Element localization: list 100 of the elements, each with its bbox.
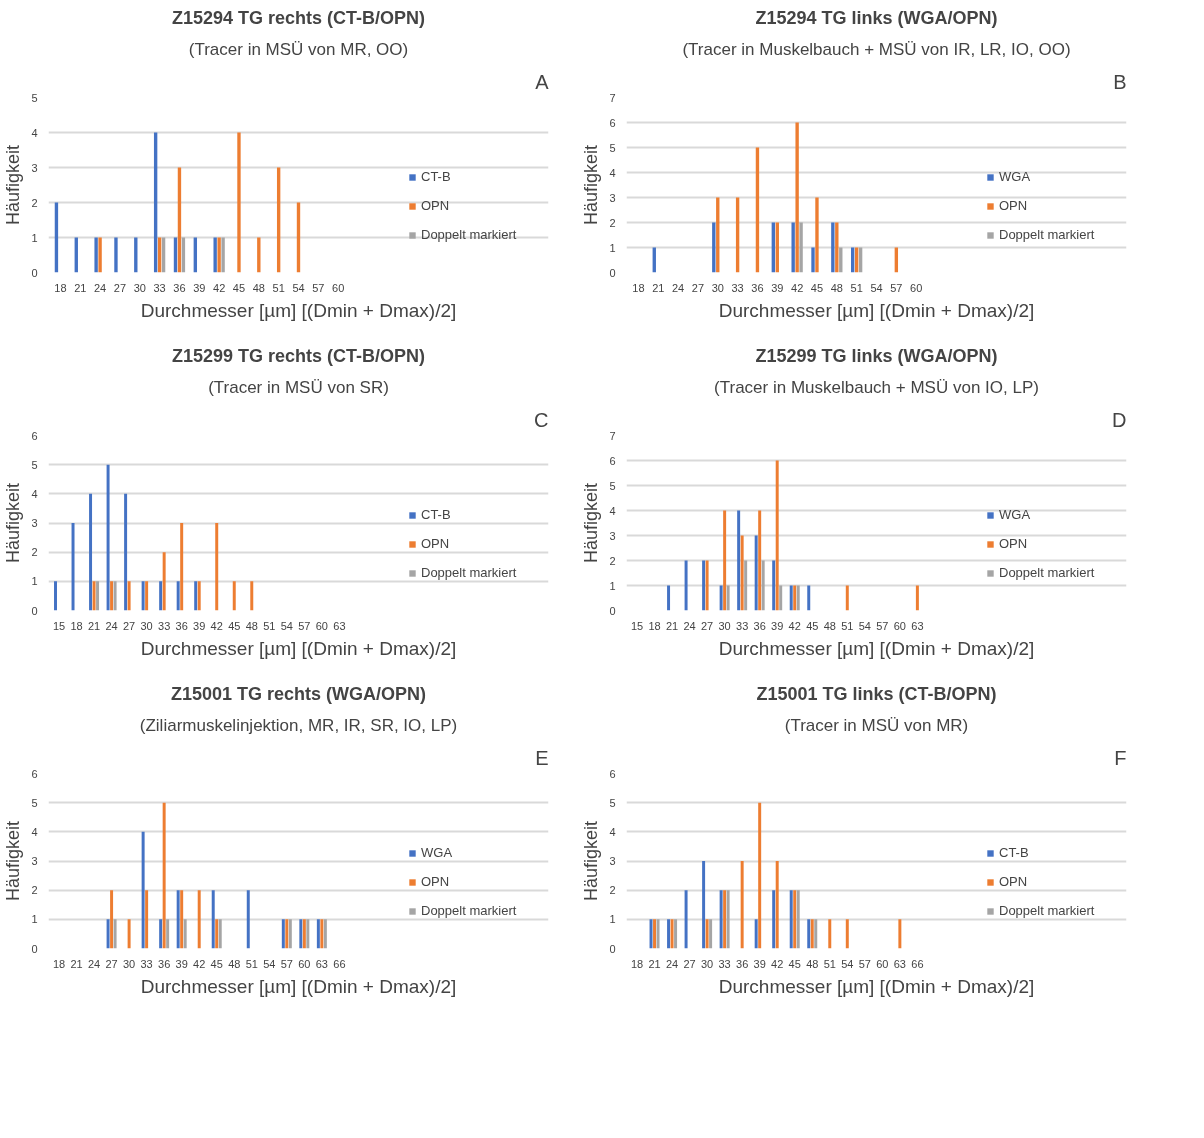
y-tick-label: 6 bbox=[609, 116, 616, 129]
chart-subtitle: (Tracer in MSÜ von SR) bbox=[208, 377, 389, 397]
y-tick-label: 4 bbox=[31, 487, 38, 500]
bar bbox=[667, 585, 671, 611]
y-tick-label: 3 bbox=[609, 855, 616, 867]
bar bbox=[705, 919, 709, 949]
text: D bbox=[1112, 408, 1127, 431]
x-tick-label: 21 bbox=[87, 619, 101, 632]
legend-label: WGA bbox=[421, 845, 453, 860]
legend-label: OPN bbox=[421, 198, 450, 213]
bar bbox=[791, 222, 795, 273]
chart-subtitle: (Ziliarmuskelinjektion, MR, IR, SR, IO, LP) bbox=[139, 715, 458, 735]
y-tick-label: 2 bbox=[31, 884, 38, 897]
bar bbox=[232, 581, 236, 611]
chart-title: Z15294 TG links (WGA/OPN) bbox=[755, 7, 998, 28]
x-tick-label: 60 bbox=[876, 957, 889, 970]
x-tick-label: 18 bbox=[630, 957, 644, 970]
y-tick-label: 6 bbox=[31, 429, 38, 442]
bar bbox=[141, 831, 145, 949]
bar bbox=[845, 919, 849, 949]
y-tick-label: 3 bbox=[31, 161, 38, 174]
text: A bbox=[535, 70, 550, 93]
x-tick-label: 21 bbox=[652, 281, 665, 294]
bar bbox=[221, 237, 225, 273]
legend-label: CT-B bbox=[999, 845, 1029, 860]
x-axis-title: Durchmesser [µm] [(Dmin + Dmax)/2] bbox=[718, 299, 1035, 321]
x-tick-label: 18 bbox=[54, 281, 67, 294]
x-tick-label: 51 bbox=[850, 281, 863, 294]
x-tick-label: 48 bbox=[823, 619, 836, 632]
bar bbox=[799, 222, 803, 273]
bar bbox=[726, 585, 730, 611]
x-tick-label: 39 bbox=[193, 281, 206, 294]
y-tick-label: 4 bbox=[31, 126, 38, 139]
y-tick-label: 0 bbox=[31, 604, 38, 617]
y-tick-label: 4 bbox=[31, 825, 38, 838]
chart-title: Z15001 TG links (CT-B/OPN) bbox=[756, 683, 997, 704]
x-tick-label: 54 bbox=[841, 957, 854, 970]
chart-title: Z15001 TG rechts (WGA/OPN) bbox=[170, 683, 427, 704]
x-tick-label: 60 bbox=[315, 619, 328, 632]
bar bbox=[674, 919, 678, 949]
x-tick-label: 42 bbox=[788, 619, 801, 632]
x-tick-label: 63 bbox=[911, 619, 924, 632]
bar bbox=[761, 560, 765, 611]
bar bbox=[215, 523, 219, 611]
x-tick-label: 27 bbox=[700, 619, 714, 632]
y-tick-label: 4 bbox=[609, 504, 616, 517]
x-tick-label: 18 bbox=[52, 957, 66, 970]
bar bbox=[754, 919, 758, 949]
bar bbox=[141, 581, 145, 611]
x-tick-label: 39 bbox=[771, 281, 784, 294]
x-tick-label: 63 bbox=[333, 619, 346, 632]
chart-title: Z15299 TG rechts (CT-B/OPN) bbox=[171, 345, 426, 366]
x-tick-label: 48 bbox=[252, 281, 265, 294]
x-axis-title: Durchmesser [µm] [(Dmin + Dmax)/2] bbox=[140, 637, 457, 659]
x-tick-label: 24 bbox=[93, 281, 107, 294]
y-tick-label: 2 bbox=[609, 216, 616, 229]
y-tick-label: 4 bbox=[609, 166, 616, 179]
bar bbox=[845, 585, 849, 611]
bar bbox=[162, 802, 166, 949]
y-tick-label: 1 bbox=[609, 241, 616, 254]
legend-label: OPN bbox=[999, 198, 1028, 213]
bar bbox=[723, 510, 727, 611]
bar bbox=[684, 560, 688, 611]
x-tick-label: 42 bbox=[213, 281, 226, 294]
x-tick-label: 57 bbox=[890, 281, 903, 294]
y-tick-label: 1 bbox=[31, 913, 38, 926]
x-tick-label: 27 bbox=[113, 281, 127, 294]
bar bbox=[211, 890, 215, 949]
legend-label: Doppelt markiert bbox=[999, 903, 1095, 918]
bar bbox=[737, 510, 741, 611]
x-tick-label: 39 bbox=[753, 957, 766, 970]
bar bbox=[183, 919, 187, 949]
y-tick-label: 3 bbox=[31, 517, 38, 529]
legend-label: OPN bbox=[421, 874, 450, 889]
x-tick-label: 36 bbox=[751, 281, 764, 294]
x-tick-label: 57 bbox=[280, 957, 293, 970]
bar bbox=[758, 802, 762, 949]
y-axis-title: Häufigkeit bbox=[3, 482, 24, 564]
x-tick-label: 54 bbox=[858, 619, 871, 632]
x-tick-label: 30 bbox=[711, 281, 724, 294]
y-tick-label: 1 bbox=[609, 913, 616, 926]
text: E bbox=[535, 746, 549, 769]
bar bbox=[113, 919, 117, 949]
x-tick-label: 54 bbox=[280, 619, 293, 632]
bar bbox=[898, 919, 902, 949]
bar bbox=[772, 560, 776, 611]
bar bbox=[758, 510, 762, 611]
x-tick-label: 21 bbox=[74, 281, 87, 294]
chart-subtitle: (Tracer in MSÜ von MR, OO) bbox=[188, 39, 409, 59]
x-tick-label: 45 bbox=[232, 281, 246, 294]
bar bbox=[159, 581, 163, 611]
bar bbox=[250, 581, 254, 611]
legend-label: Doppelt markiert bbox=[421, 227, 517, 242]
x-tick-label: 45 bbox=[806, 619, 819, 632]
y-tick-label: 5 bbox=[609, 141, 616, 154]
x-tick-label: 27 bbox=[683, 957, 696, 970]
chart-subtitle: (Tracer in Muskelbauch + MSÜ von IO, LP) bbox=[714, 377, 1039, 397]
bar bbox=[815, 197, 819, 273]
bar bbox=[237, 132, 241, 273]
y-axis-title: Häufigkeit bbox=[3, 820, 24, 902]
